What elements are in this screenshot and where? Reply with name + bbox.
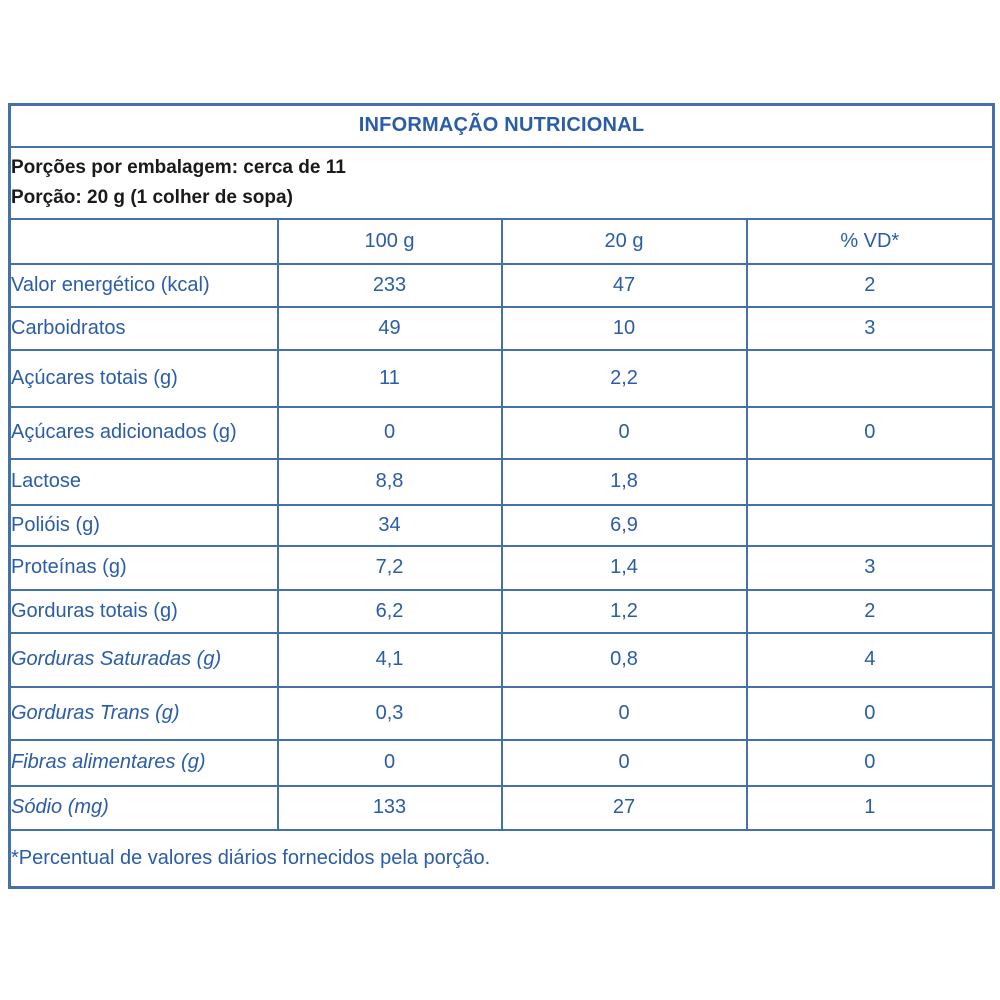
- row-label: Fibras alimentares (g): [8, 738, 279, 787]
- row-label: Carboidratos: [8, 305, 279, 351]
- column-header-100g: 100 g: [276, 217, 503, 265]
- value-20g: 0: [500, 738, 748, 787]
- value-100g: 0,3: [276, 685, 503, 741]
- row-label: Lactose: [8, 457, 279, 506]
- panel-title: INFORMAÇÃO NUTRICIONAL: [8, 103, 995, 148]
- value-20g: 0: [500, 405, 748, 460]
- value-vd: [745, 348, 995, 408]
- table-row-energy: Valor energético (kcal) 233 47 2: [8, 262, 995, 308]
- table-row-lactose: Lactose 8,8 1,8: [8, 457, 995, 506]
- value-vd: 0: [745, 685, 995, 741]
- table-row-sodium: Sódio (mg) 133 27 1: [8, 784, 995, 831]
- row-label: Gorduras totais (g): [8, 588, 279, 634]
- value-100g: 4,1: [276, 631, 503, 688]
- table-row-total-fat: Gorduras totais (g) 6,2 1,2 2: [8, 588, 995, 634]
- value-vd: 4: [745, 631, 995, 688]
- row-label: Gorduras Saturadas (g): [8, 631, 279, 688]
- value-vd: 3: [745, 544, 995, 591]
- row-label: Gorduras Trans (g): [8, 685, 279, 741]
- column-header-nutrient: [8, 217, 279, 265]
- servings-per-package: Porções por embalagem: cerca de 11: [11, 157, 346, 179]
- value-20g: 1,4: [500, 544, 748, 591]
- title-row: INFORMAÇÃO NUTRICIONAL: [8, 103, 995, 148]
- value-vd: [745, 503, 995, 547]
- value-vd: 2: [745, 588, 995, 634]
- value-100g: 6,2: [276, 588, 503, 634]
- value-20g: 1,2: [500, 588, 748, 634]
- value-vd: 2: [745, 262, 995, 308]
- column-header-vd: % VD*: [745, 217, 995, 265]
- value-100g: 34: [276, 503, 503, 547]
- value-100g: 49: [276, 305, 503, 351]
- value-100g: 11: [276, 348, 503, 408]
- value-100g: 0: [276, 738, 503, 787]
- value-20g: 0,8: [500, 631, 748, 688]
- serving-info: Porções por embalagem: cerca de 11 Porçã…: [8, 145, 995, 220]
- value-vd: 0: [745, 738, 995, 787]
- table-row-carbs: Carboidratos 49 10 3: [8, 305, 995, 351]
- value-20g: 0: [500, 685, 748, 741]
- row-label: Polióis (g): [8, 503, 279, 547]
- value-vd: 1: [745, 784, 995, 831]
- table-row-added-sugars: Açúcares adicionados (g) 0 0 0: [8, 405, 995, 460]
- row-label: Proteínas (g): [8, 544, 279, 591]
- value-20g: 6,9: [500, 503, 748, 547]
- table-row-fiber: Fibras alimentares (g) 0 0 0: [8, 738, 995, 787]
- value-100g: 0: [276, 405, 503, 460]
- value-20g: 1,8: [500, 457, 748, 506]
- row-label: Açúcares adicionados (g): [8, 405, 279, 460]
- value-20g: 27: [500, 784, 748, 831]
- value-100g: 233: [276, 262, 503, 308]
- serving-info-row: Porções por embalagem: cerca de 11 Porçã…: [8, 145, 995, 220]
- value-100g: 8,8: [276, 457, 503, 506]
- table-row-polyols: Polióis (g) 34 6,9: [8, 503, 995, 547]
- row-label: Açúcares totais (g): [8, 348, 279, 408]
- value-20g: 10: [500, 305, 748, 351]
- serving-size: Porção: 20 g (1 colher de sopa): [11, 186, 293, 208]
- table-row-total-sugars: Açúcares totais (g) 11 2,2: [8, 348, 995, 408]
- column-header-20g: 20 g: [500, 217, 748, 265]
- value-100g: 133: [276, 784, 503, 831]
- daily-value-footnote: *Percentual de valores diários fornecido…: [8, 828, 995, 889]
- row-label: Sódio (mg): [8, 784, 279, 831]
- value-100g: 7,2: [276, 544, 503, 591]
- table-row-saturated-fat: Gorduras Saturadas (g) 4,1 0,8 4: [8, 631, 995, 688]
- table-row-trans-fat: Gorduras Trans (g) 0,3 0 0: [8, 685, 995, 741]
- value-vd: [745, 457, 995, 506]
- table-row-protein: Proteínas (g) 7,2 1,4 3: [8, 544, 995, 591]
- row-label: Valor energético (kcal): [8, 262, 279, 308]
- value-vd: 3: [745, 305, 995, 351]
- value-20g: 47: [500, 262, 748, 308]
- value-vd: 0: [745, 405, 995, 460]
- value-20g: 2,2: [500, 348, 748, 408]
- footnote-row: *Percentual de valores diários fornecido…: [8, 828, 995, 889]
- column-header-row: 100 g 20 g % VD*: [8, 217, 995, 265]
- nutrition-table: INFORMAÇÃO NUTRICIONAL Porções por embal…: [8, 103, 996, 889]
- nutrition-facts-panel: INFORMAÇÃO NUTRICIONAL Porções por embal…: [8, 103, 996, 889]
